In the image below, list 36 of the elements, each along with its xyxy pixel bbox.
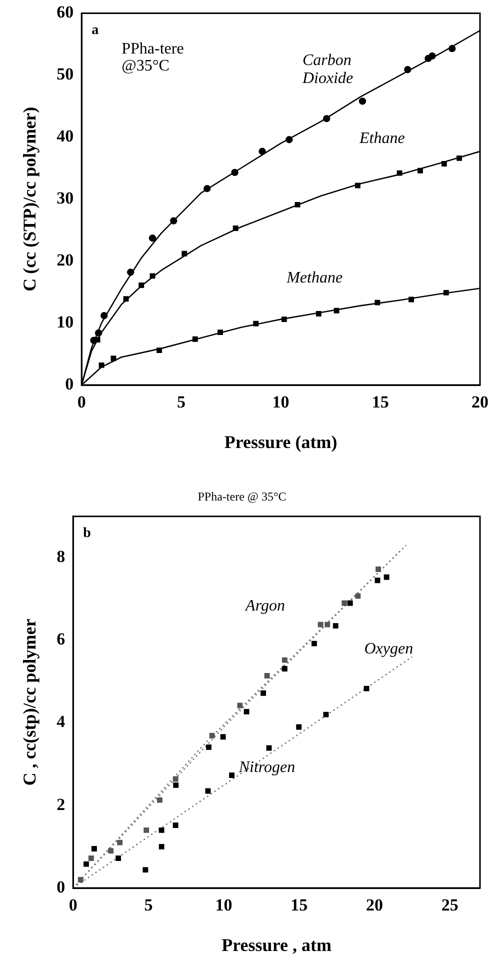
chart-title: PPha-tere @ 35°C [198,489,286,504]
y-tick-label: 50 [56,64,74,84]
x-tick-label: 10 [272,392,290,412]
text: Argon [244,598,285,615]
y-tick-label: 10 [56,312,74,332]
x-tick-label: 0 [77,392,86,412]
y-tick-label: 60 [56,2,74,22]
y-tick-label: 0 [56,877,66,896]
y-tick-label: 8 [56,547,66,566]
y-tick-label: 0 [65,374,74,394]
y-tick-label: 2 [56,794,66,814]
x-tick-label: 25 [441,896,458,915]
y-tick-label: 6 [56,630,66,649]
y-tick-label: 30 [56,188,74,208]
y-tick-label: 4 [56,712,66,732]
x-tick-label: 20 [366,896,384,915]
annotation: a [92,22,99,38]
series-label: Carbon Dioxide [301,52,354,88]
series-label: Methane [286,270,343,287]
series-label: Oxygen [364,640,414,658]
y-axis-title: C (cc (STP)/cc polymer) [19,106,40,292]
y-axis-title: C , cc(stp)/cc polymer [19,618,40,786]
x-tick-label: 5 [176,392,186,412]
series-label: Nitrogen [238,758,296,776]
y-tick-label: 40 [56,126,74,146]
x-tick-label: 15 [372,392,389,412]
y-tick-label: 20 [56,250,74,270]
x-tick-label: 5 [144,896,153,915]
x-tick-label: 15 [290,896,308,915]
annotation: b [83,526,92,542]
x-axis-title: Pressure , atm [222,934,332,955]
x-tick-label: 20 [472,392,488,412]
annotation: PPha-tere @35°C [122,40,184,74]
x-tick-label: 10 [215,896,232,915]
x-axis-title: Pressure (atm) [224,432,338,452]
series-label: Ethane [358,130,405,148]
